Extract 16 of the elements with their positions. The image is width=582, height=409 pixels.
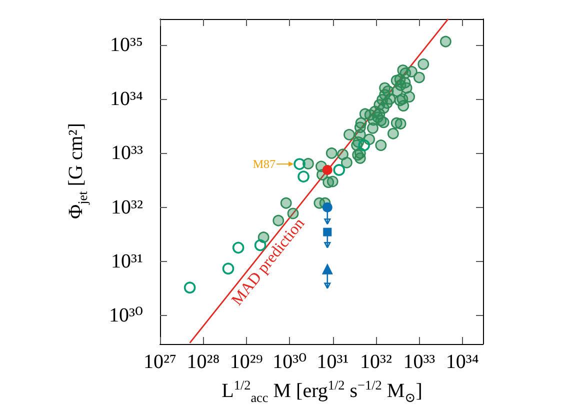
y-tick-label: 10³⁵ xyxy=(110,34,143,56)
x-tick-label: 10³³ xyxy=(403,351,436,373)
text: L$^{1/2}$$_{acc}$ M [erg$^{1/2}$ s$^{−1/2}$ M$_{⊙}$] xyxy=(222,377,422,405)
y-tick-label: 10³¹ xyxy=(111,250,143,273)
x-tick-label: 10²⁹ xyxy=(230,351,263,373)
x-tick-label: 10²⁸ xyxy=(186,351,220,373)
x-tick-label: 10³¹ xyxy=(316,351,349,373)
x-tick-label: 10³⁴ xyxy=(446,351,479,373)
x-tick-label: 10³⁰ xyxy=(272,351,307,373)
y-tick-label: 10³⁰ xyxy=(108,304,143,327)
x-tick-label: 10³² xyxy=(360,351,392,373)
x-tick-label: 10²⁷ xyxy=(144,351,177,373)
y-tick-label: 10³² xyxy=(111,196,143,218)
y-tick-label: 10³⁴ xyxy=(110,88,144,110)
y-tick-label: 10³³ xyxy=(111,142,143,164)
annotation: M87 xyxy=(252,157,276,172)
